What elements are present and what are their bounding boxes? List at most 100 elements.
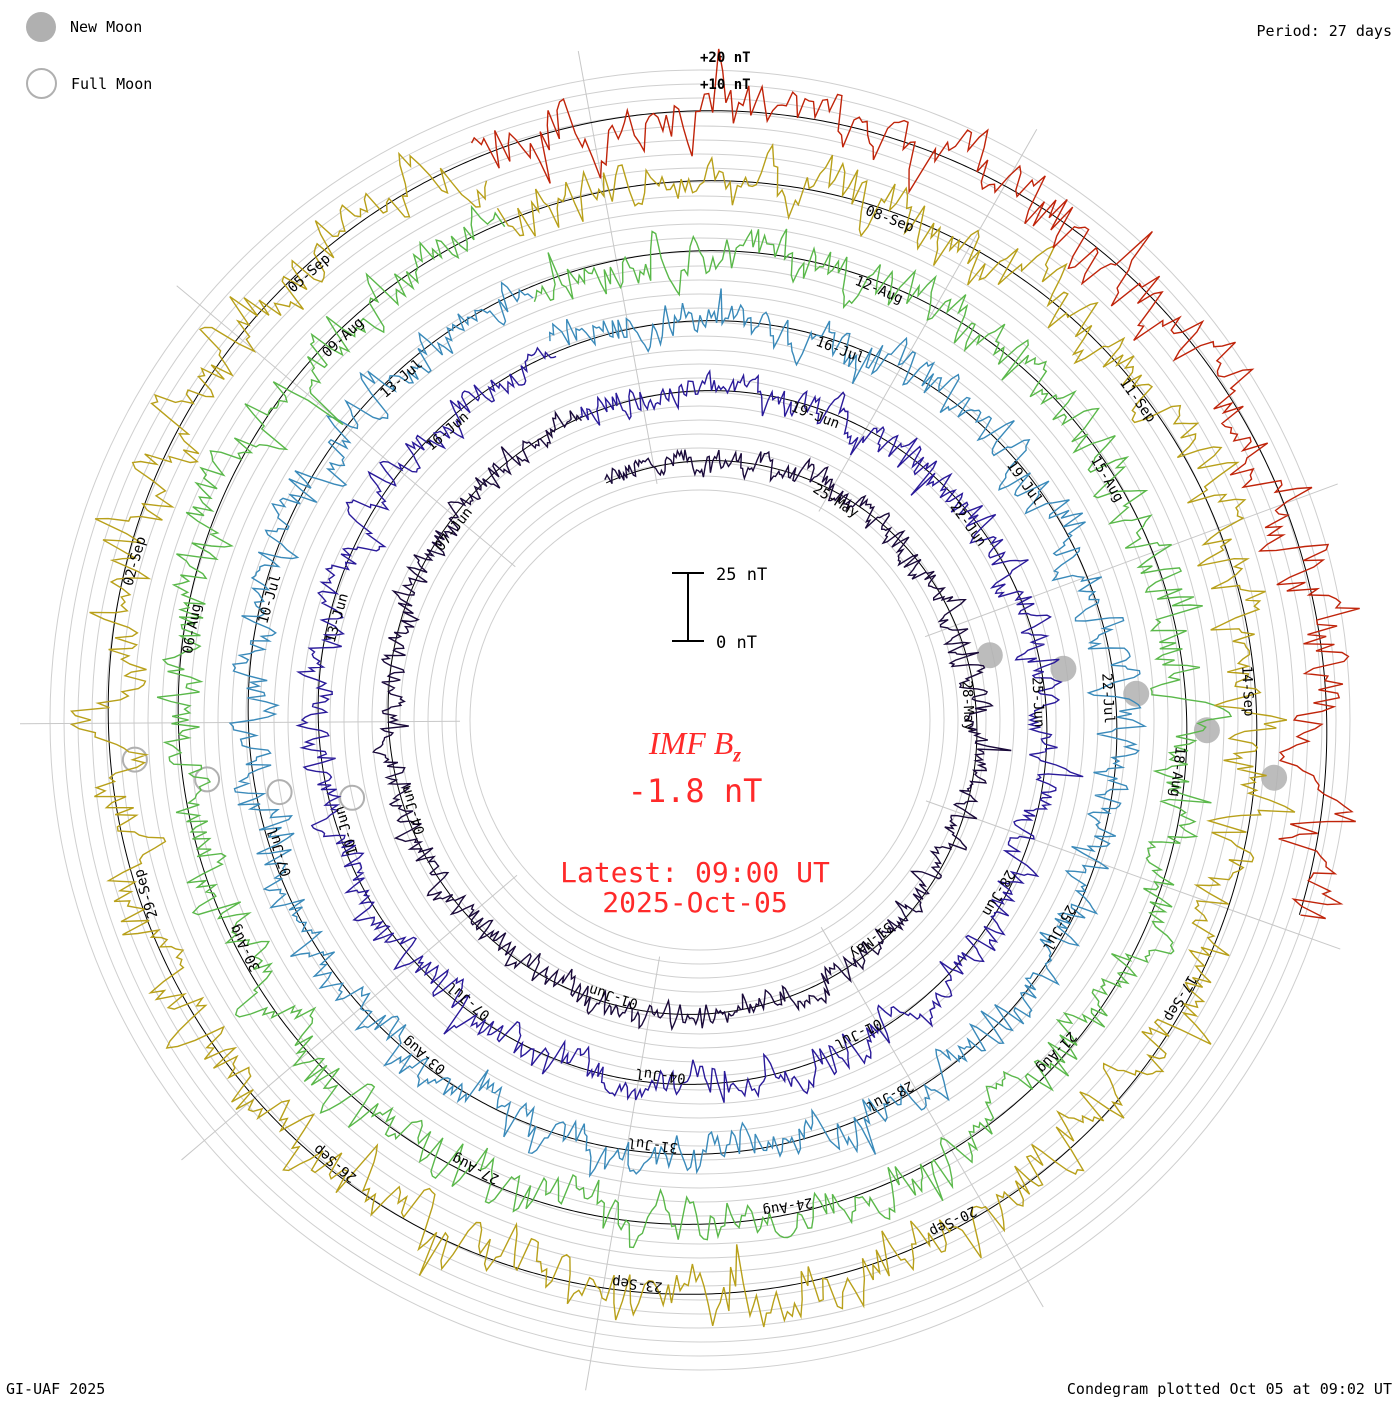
baseline-cycle-3 [247, 287, 1118, 1155]
grid-rings [49, 69, 1351, 1371]
grid-ring [301, 321, 1099, 1119]
day-spoke [181, 874, 518, 1161]
grid-ring [455, 475, 945, 965]
date-label: 26-Sep [311, 1141, 360, 1186]
grid-ring [133, 153, 1267, 1287]
date-label: 03-Aug [400, 1033, 449, 1078]
date-label: 02-Sep [121, 535, 150, 588]
date-label: 31-Jul [627, 1134, 679, 1155]
grid-ring [469, 489, 931, 951]
grid-ring [245, 265, 1155, 1175]
grid-ring [119, 139, 1281, 1301]
grid-ring [287, 307, 1113, 1133]
date-label: 24-Aug [761, 1194, 814, 1219]
period-label: Period: 27 days [1256, 22, 1392, 40]
date-label: 12-Aug [852, 273, 905, 307]
ring-label-plus20: +20 nT [700, 50, 751, 66]
date-label: 16-Jun [423, 409, 472, 454]
new-moon-marker [1123, 680, 1150, 707]
credit-label: GI-UAF 2025 [6, 1380, 106, 1398]
full-moon-marker [339, 784, 366, 811]
day-spoke [577, 50, 658, 484]
date-label: 04-Jul [635, 1065, 687, 1086]
new-moon-label: New Moon [70, 18, 143, 36]
baseline-cycle-4 [177, 222, 1188, 1225]
date-label: 07-Jul [444, 979, 493, 1024]
full-moon-marker [194, 766, 221, 793]
grid-ring [77, 97, 1323, 1343]
title-sub: z [733, 744, 742, 767]
day-spoke [176, 285, 516, 568]
grid-ring [91, 111, 1309, 1329]
title-main: IMF B [648, 725, 734, 761]
grid-ring [63, 83, 1337, 1357]
grid-ring [441, 461, 959, 979]
day-spoke [925, 800, 1341, 950]
date-label: 13-Jun [323, 592, 352, 645]
legend-full-moon: Full Moon [26, 68, 152, 99]
grid-ring [175, 195, 1225, 1245]
date-label: 05-Sep [285, 251, 334, 296]
grid-ring [189, 209, 1211, 1231]
date-label: 22-Jul [1098, 673, 1117, 724]
bz-traces [69, 48, 1360, 1328]
date-label: 09-Aug [319, 315, 367, 361]
legend-new-moon: New Moon [26, 12, 142, 42]
date-label: 14-Sep [1238, 666, 1257, 717]
grid-ring [49, 69, 1351, 1371]
date-label: 01-Jul [832, 1015, 884, 1052]
grid-ring [357, 377, 1043, 1063]
trace-cycle-4 [156, 204, 1233, 1249]
date-label: 31-May [846, 918, 896, 962]
grid-ring [343, 363, 1057, 1077]
ring-label-plus10: +10 nT [700, 77, 751, 93]
date-label: 28-Jul [864, 1077, 916, 1114]
latest-date: 2025-Oct-05 [602, 886, 788, 919]
grid-ring [329, 349, 1071, 1091]
date-label: 10-Jul [255, 573, 284, 626]
date-label: 23-Sep [611, 1273, 663, 1294]
day-spoke [585, 956, 661, 1391]
latest-value: -1.8 nT [627, 772, 763, 810]
scale-bar-top-label: 25 nT [716, 565, 767, 585]
date-label: 19-Jun [789, 399, 842, 432]
new-moon-marker [976, 642, 1003, 669]
full-moon-marker [121, 746, 148, 773]
trace-cycle-2 [295, 346, 1084, 1103]
date-label: 10-Jun [331, 804, 361, 857]
full-moon-marker [266, 779, 293, 806]
full-moon-label: Full Moon [71, 74, 153, 93]
date-label: 25-Jun [1028, 677, 1047, 728]
chart-title: IMF Bz [550, 725, 840, 767]
grid-ring [259, 279, 1141, 1161]
date-label: 16-Jul [814, 334, 867, 367]
ring-labels: +20 nT +10 nT [700, 50, 751, 93]
day-spoke [820, 926, 1044, 1308]
grid-ring [203, 223, 1197, 1217]
new-moon-marker [1193, 717, 1220, 744]
date-label: 30-Aug [227, 922, 264, 974]
date-label: 20-Sep [927, 1202, 979, 1239]
trace-cycle-3 [228, 281, 1148, 1178]
date-label: 28-May [958, 680, 977, 731]
latest-timestamp: Latest: 09:00 UT 2025-Oct-05 [520, 858, 870, 918]
grid-ring [413, 433, 987, 1007]
moon-markers [121, 642, 1288, 811]
grid-ring [427, 447, 973, 993]
scale-bar-bottom-label: 0 nT [716, 633, 757, 653]
trace-cycle-5 [69, 142, 1296, 1328]
day-spoke [924, 483, 1338, 638]
trace-cycle-6 [470, 48, 1360, 920]
baseline-cycle-5 [107, 157, 1258, 1295]
new-moon-icon [26, 12, 56, 42]
grid-ring [217, 237, 1183, 1203]
grid-ring [385, 405, 1015, 1035]
trace-cycle-1 [372, 410, 1012, 1032]
scale-bar: 25 nT 0 nT [672, 565, 767, 653]
day-spokes [20, 50, 1341, 1391]
latest-time: Latest: 09:00 UT [560, 856, 830, 889]
date-label: 25-May [810, 481, 861, 521]
grid-ring [399, 419, 1001, 1021]
